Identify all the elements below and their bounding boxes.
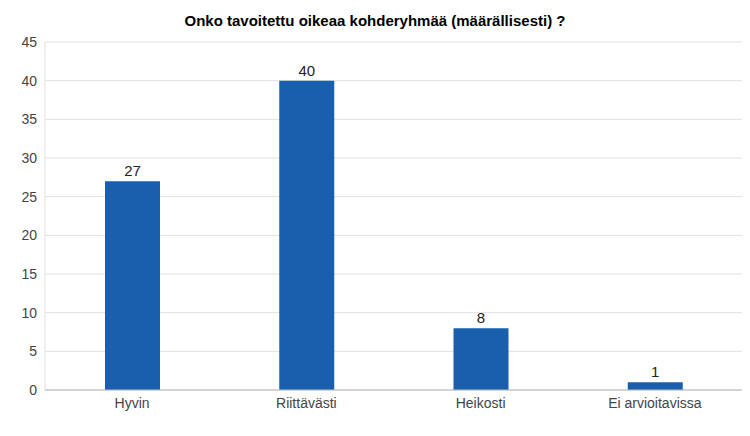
svg-text:40: 40: [298, 62, 315, 79]
svg-text:Hyvin: Hyvin: [115, 395, 150, 411]
svg-text:15: 15: [21, 266, 37, 282]
svg-text:40: 40: [21, 73, 37, 89]
html-text:Onko tavoitettu oikeaa kohdery: Onko tavoitettu oikeaa kohderyhmää (määr…: [184, 12, 566, 29]
svg-text:0: 0: [29, 382, 37, 398]
svg-text:20: 20: [21, 227, 37, 243]
svg-text:27: 27: [124, 162, 141, 179]
svg-text:45: 45: [21, 34, 37, 50]
svg-text:25: 25: [21, 189, 37, 205]
svg-text:35: 35: [21, 111, 37, 127]
svg-text:8: 8: [477, 309, 485, 326]
svg-text:5: 5: [29, 343, 37, 359]
svg-text:1: 1: [651, 363, 659, 380]
svg-text:10: 10: [21, 305, 37, 321]
svg-text:Riittävästi: Riittävästi: [276, 395, 337, 411]
svg-text:Ei arvioitavissa: Ei arvioitavissa: [608, 395, 702, 411]
svg-text:30: 30: [21, 150, 37, 166]
svg-text:Heikosti: Heikosti: [456, 395, 506, 411]
